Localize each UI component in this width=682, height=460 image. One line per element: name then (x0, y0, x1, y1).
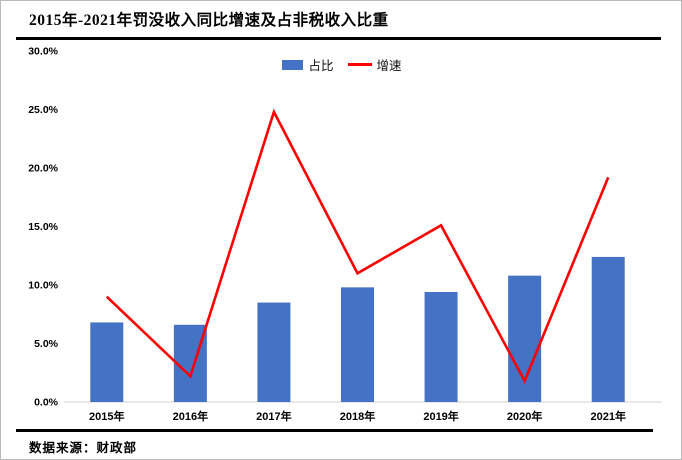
x-axis-label-2019年: 2019年 (423, 409, 458, 423)
title-divider (16, 37, 661, 40)
bar-2018年 (341, 287, 374, 402)
legend-bar-swatch-icon (282, 59, 304, 70)
growth-line (105, 108, 610, 384)
legend-line-swatch-icon (347, 63, 372, 66)
x-axis-label-2017年: 2017年 (256, 409, 291, 423)
source-divider (16, 429, 653, 432)
bar-2017年 (257, 302, 291, 402)
y-axis-tick-label: 15.0% (28, 221, 58, 233)
y-axis-tick-label: 25.0% (28, 104, 58, 116)
x-axis-label-2016年: 2016年 (173, 409, 208, 423)
y-axis-tick-label: 10.0% (28, 280, 58, 292)
legend-item-line: 增速 (347, 55, 402, 74)
x-axis-label-2020年: 2020年 (507, 409, 542, 423)
x-axis-label-2021年: 2021年 (590, 409, 625, 423)
y-axis-tick-label: 5.0% (34, 338, 59, 350)
y-axis-tick-label: 0.0% (34, 397, 59, 409)
legend-bar-label: 占比 (308, 59, 334, 73)
x-axis-label-2018年: 2018年 (340, 409, 375, 423)
source-text: 数据来源：财政部 (29, 441, 138, 455)
y-axis-tick-label: 20.0% (28, 163, 58, 175)
chart-legend: 占比 增速 (1, 55, 681, 74)
bar-2015年 (90, 322, 124, 402)
legend-item-bar: 占比 (282, 55, 334, 74)
bar-2021年 (591, 256, 625, 402)
page-title: 2015年-2021年罚没收入同比增速及占非税收入比重 (29, 12, 389, 29)
x-axis-label-2015年: 2015年 (89, 409, 124, 423)
y-axis-tick-label: 30.0% (28, 46, 58, 58)
bar-2019年 (424, 292, 458, 402)
legend-line-label: 增速 (376, 59, 402, 73)
